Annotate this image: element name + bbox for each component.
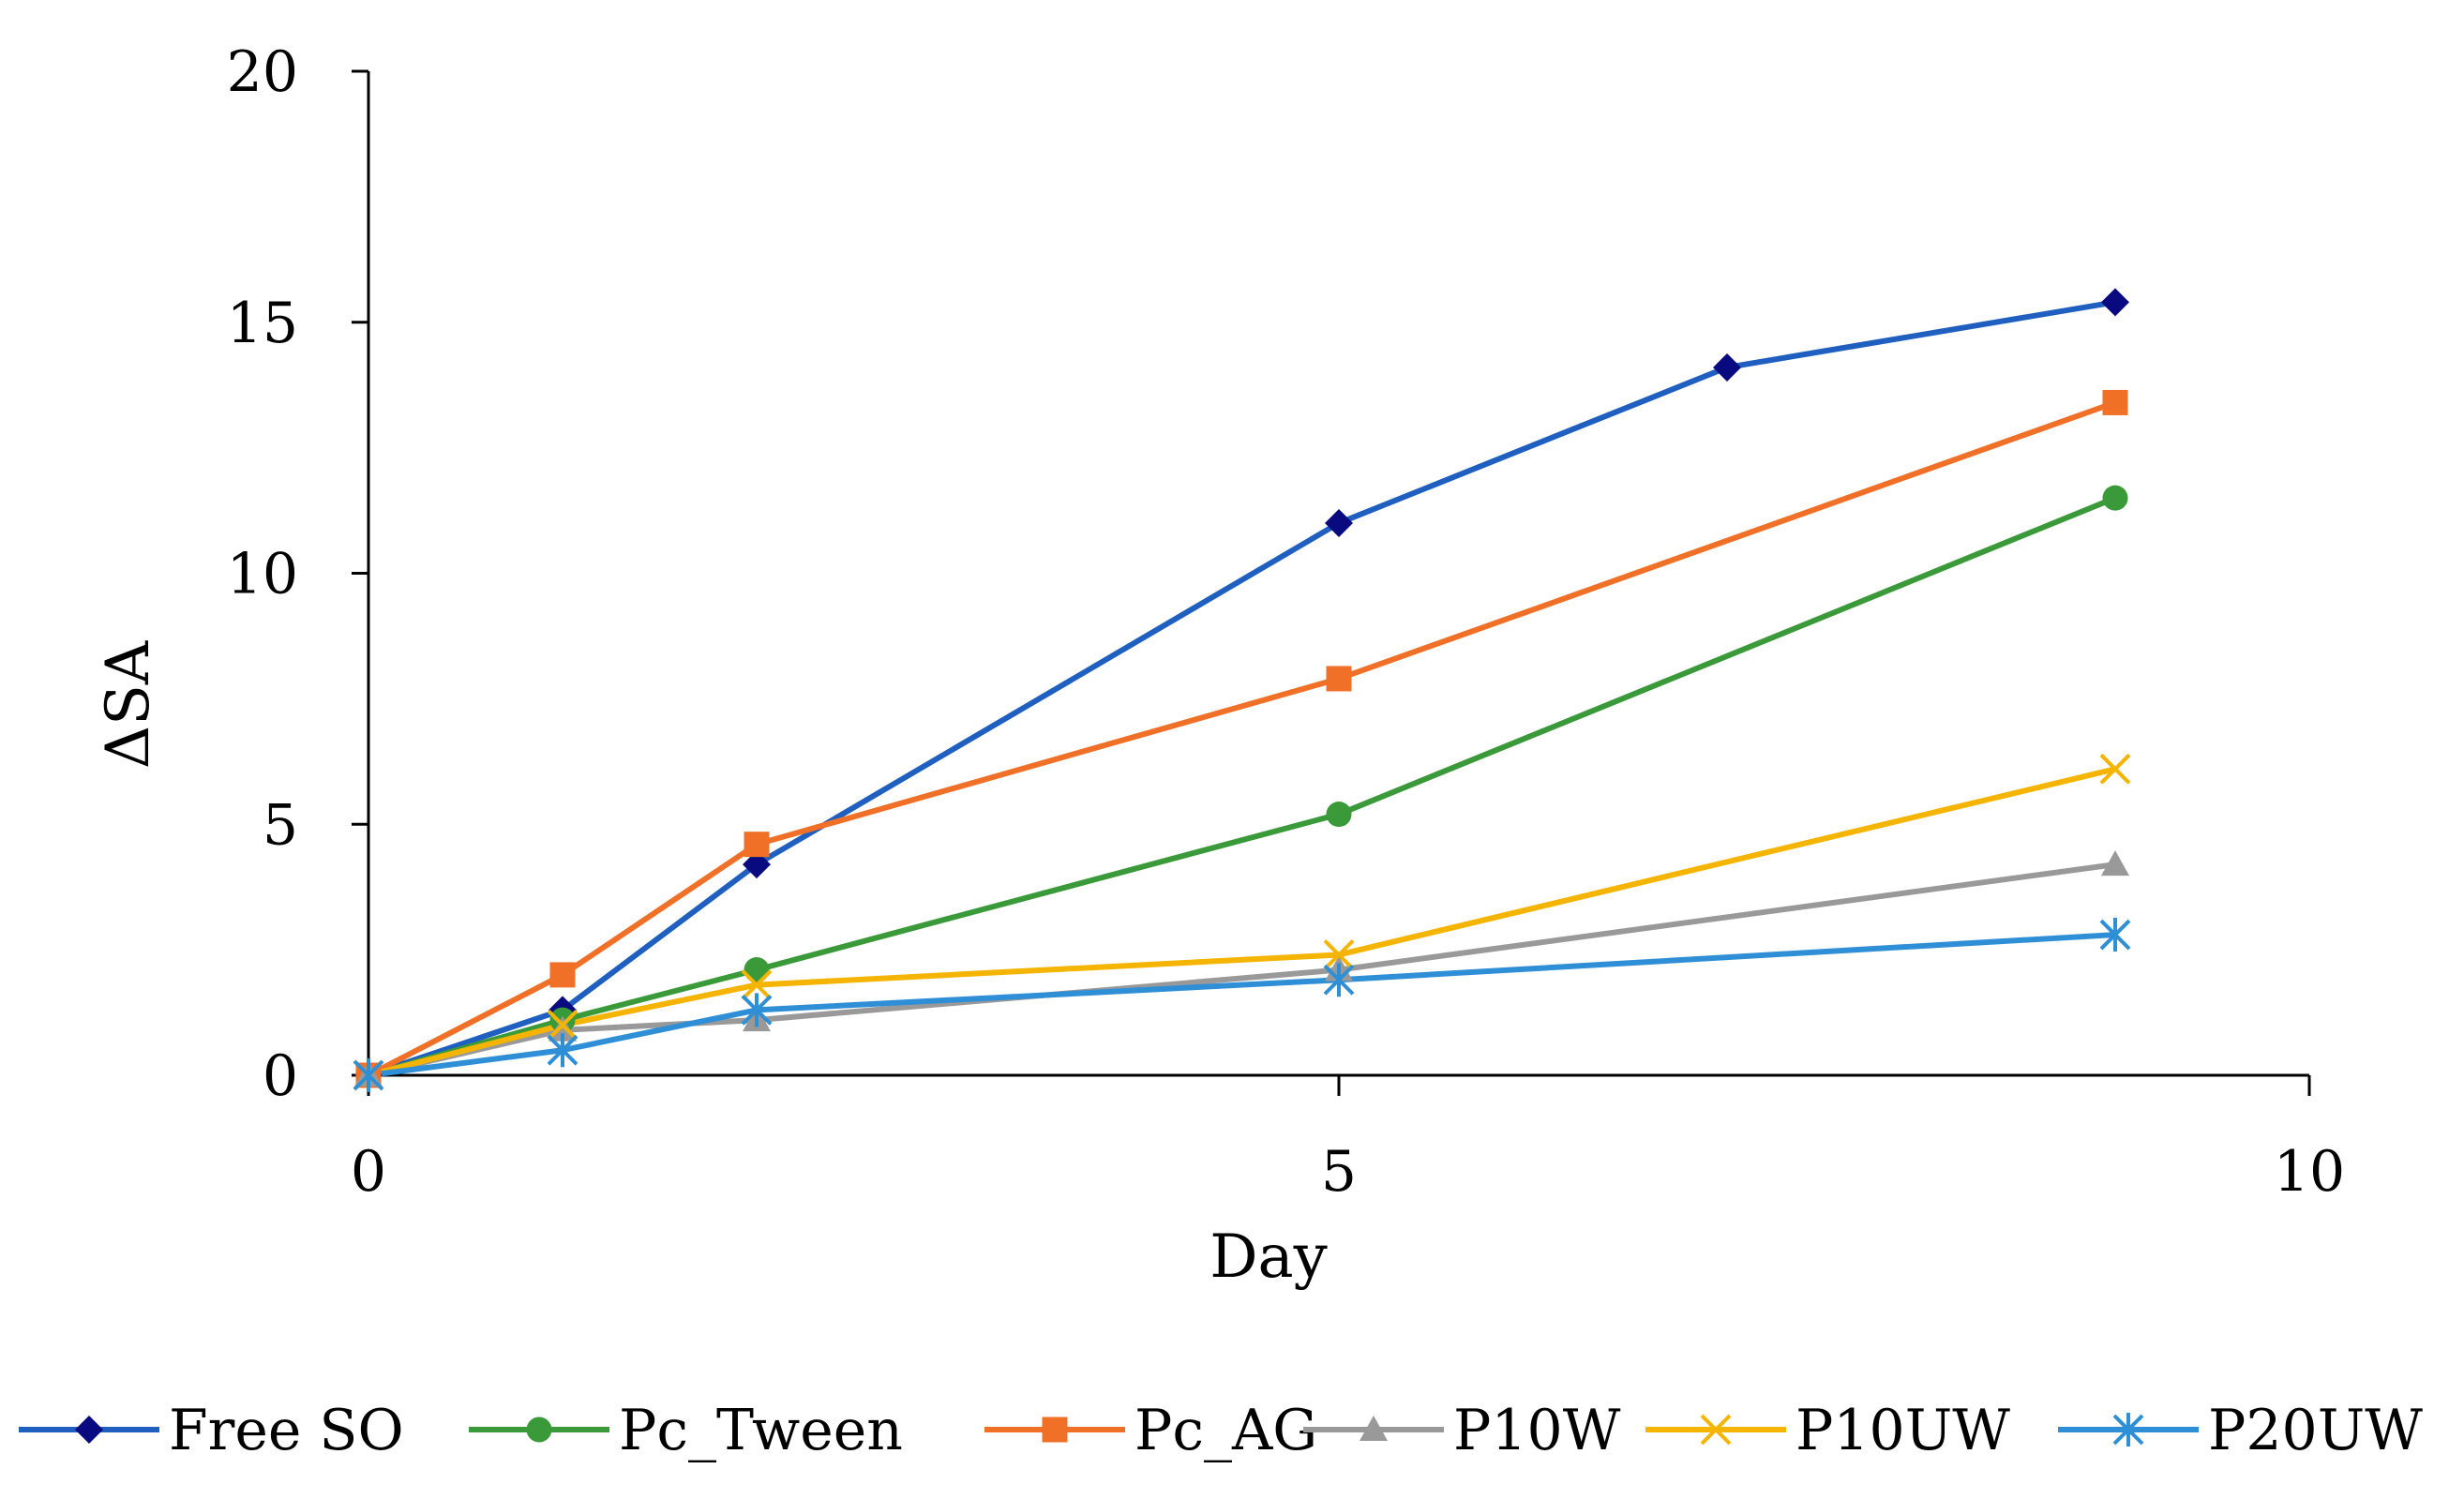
data-point-free-so [2101,288,2129,317]
data-point-p20uw [2099,918,2131,952]
y-tick-label: 20 [227,39,298,105]
series-markers [353,288,2131,1092]
y-axis-title: ΔSA [94,640,163,769]
y-tick-label: 10 [227,542,298,607]
data-point-p10uw [1323,939,1355,970]
data-point-p20uw [353,1058,384,1092]
data-point-pc-ag [1326,666,1352,692]
x-tick-label: 0 [351,1139,386,1205]
data-point-pc-tween [1326,802,1352,828]
legend-swatch-marker [1042,1417,1068,1443]
data-point-pc-tween [2102,485,2128,511]
data-point-p20uw [547,1033,578,1068]
series-line-pc-tween [366,495,2118,1078]
data-point-pc-ag [549,962,576,988]
data-point-p10uw [741,969,773,1001]
legend-label: P10W [1453,1398,1621,1463]
data-point-p10w [2101,850,2129,877]
data-point-pc-ag [2102,389,2128,415]
legend-swatch-marker [1700,1414,1732,1446]
x-tick-label: 10 [2274,1139,2345,1205]
data-point-free-so [743,850,771,879]
data-point-p10w [548,1015,577,1042]
legend-label: Pc_AG [1134,1398,1317,1463]
legend-label: Pc_Tween [619,1398,903,1463]
x-axis-title: Day [1209,1222,1328,1292]
y-tick-label: 15 [227,291,298,356]
series-line-free-so [366,299,2118,1078]
legend-item-p10w: P10W [1303,1398,1621,1463]
series-lines [366,299,2118,1078]
legend-swatch-marker [75,1416,103,1444]
legend-label: P10UW [1795,1398,2010,1463]
series-line-p10w [366,862,2118,1078]
data-point-pc-tween [744,957,770,983]
legend-label: P20UW [2208,1398,2423,1463]
legend-label: Free SO [169,1398,404,1463]
legend-swatch-marker [2112,1413,2144,1447]
legend-item-p10uw: P10UW [1645,1398,2010,1463]
data-point-p10uw [2099,753,2131,785]
legend-item-pc-tween: Pc_Tween [469,1398,903,1463]
legend-item-pc-ag: Pc_AG [984,1398,1317,1463]
data-point-free-so [1713,352,1741,382]
legend-swatch-marker [1360,1416,1388,1441]
legend-item-free-so: Free SO [19,1398,404,1463]
data-point-pc-ag [744,832,770,858]
y-tick-label: 5 [263,792,298,858]
series-line-pc-ag [366,399,2118,1078]
legend-swatch-marker [526,1417,552,1443]
y-tick-label: 0 [263,1043,298,1109]
legend: Free SO Pc_Tween Pc_AG P10W P10UW P20UW [19,1398,2423,1463]
data-point-free-so [1325,508,1353,537]
legend-item-p20uw: P20UW [2058,1398,2423,1463]
data-point-p20uw [741,993,773,1027]
data-point-p10uw [547,1010,578,1041]
data-point-p20uw [1323,963,1355,997]
x-tick-label: 5 [1321,1139,1357,1205]
axes: 0 5 10 15 20 0 5 10 [227,39,2346,1205]
